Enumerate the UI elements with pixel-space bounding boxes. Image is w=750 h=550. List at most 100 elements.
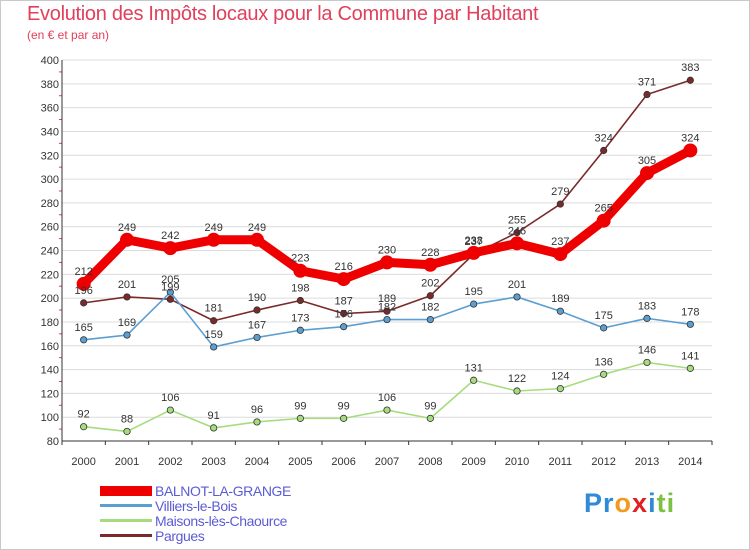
data-label-Maisons-lès-Chaource-2000: 92 [78, 409, 90, 421]
x-tick-label-2008: 2008 [418, 456, 442, 468]
data-label-BALNOT-LA-GRANGE-2004: 249 [248, 222, 266, 234]
data-point-Villiers-le-Bois-2014 [686, 320, 694, 328]
data-label-Pargues-2004: 190 [248, 292, 266, 304]
data-label-Villiers-le-Bois-2000: 165 [74, 322, 92, 334]
data-point-BALNOT-LA-GRANGE-2007 [380, 255, 394, 270]
data-label-Pargues-2009: 237 [464, 236, 482, 248]
data-point-Maisons-lès-Chaource-2004 [253, 418, 261, 426]
x-tick-label-2007: 2007 [375, 456, 399, 468]
data-point-BALNOT-LA-GRANGE-2012 [596, 213, 611, 228]
data-label-BALNOT-LA-GRANGE-2009: 238 [464, 235, 482, 247]
data-label-Maisons-lès-Chaource-2009: 131 [464, 362, 482, 374]
y-tick-label-100: 100 [41, 412, 59, 424]
data-label-Maisons-lès-Chaource-2005: 99 [294, 400, 306, 412]
y-tick-label-80: 80 [47, 436, 59, 448]
data-label-BALNOT-LA-GRANGE-2014: 324 [681, 132, 699, 144]
data-point-Villiers-le-Bois-2003 [210, 343, 218, 351]
data-point-Villiers-le-Bois-2011 [556, 307, 564, 315]
x-tick-label-2009: 2009 [461, 456, 485, 468]
y-tick-label-240: 240 [41, 246, 59, 258]
data-point-Pargues-2000 [80, 299, 88, 307]
data-label-Villiers-le-Bois-2012: 175 [594, 310, 612, 322]
data-point-Maisons-lès-Chaource-2007 [383, 406, 391, 414]
data-label-Villiers-le-Bois-2009: 195 [464, 286, 482, 298]
y-tick-label-200: 200 [41, 293, 59, 305]
data-point-Villiers-le-Bois-2006 [340, 323, 348, 331]
x-tick-label-2004: 2004 [245, 456, 269, 468]
data-point-Maisons-lès-Chaource-2005 [296, 414, 304, 422]
y-tick-label-120: 120 [41, 388, 59, 400]
legend-swatch [100, 504, 152, 507]
y-tick-label-280: 280 [41, 198, 59, 210]
logo-letter: o [614, 488, 633, 518]
x-tick-label-2012: 2012 [591, 456, 615, 468]
data-label-BALNOT-LA-GRANGE-2007: 230 [378, 244, 396, 256]
data-point-Maisons-lès-Chaource-2012 [600, 370, 608, 378]
data-point-Villiers-le-Bois-2007 [383, 315, 391, 324]
y-tick-label-360: 360 [41, 103, 59, 115]
data-point-Pargues-2007 [383, 307, 391, 315]
data-label-BALNOT-LA-GRANGE-2008: 228 [421, 247, 439, 259]
data-label-Maisons-lès-Chaource-2014: 141 [681, 350, 699, 362]
data-point-Villiers-le-Bois-2001 [123, 331, 131, 339]
data-point-Villiers-le-Bois-2010 [513, 293, 521, 301]
x-tick-label-2005: 2005 [288, 456, 312, 468]
data-point-Pargues-2003 [210, 317, 218, 325]
data-label-Maisons-lès-Chaource-2010: 122 [508, 373, 526, 385]
y-tick-label-340: 340 [41, 126, 59, 138]
data-label-Maisons-lès-Chaource-2007: 106 [378, 392, 396, 404]
data-label-Villiers-le-Bois-2010: 201 [508, 279, 526, 291]
data-point-Pargues-2010 [513, 229, 521, 237]
data-point-BALNOT-LA-GRANGE-2014 [683, 143, 698, 158]
x-tick-label-2014: 2014 [678, 456, 702, 468]
data-point-Villiers-le-Bois-2009 [470, 300, 478, 308]
data-label-Pargues-2001: 201 [118, 279, 136, 291]
data-label-Pargues-2007: 189 [378, 293, 396, 305]
data-label-BALNOT-LA-GRANGE-2012: 265 [594, 203, 612, 215]
data-label-Villiers-le-Bois-2007: 182 [378, 302, 396, 314]
y-tick-label-320: 320 [41, 150, 59, 162]
data-label-Pargues-2005: 198 [291, 283, 309, 295]
proxiti-logo: Proxiti [584, 488, 675, 519]
data-label-Pargues-2006: 187 [334, 296, 352, 308]
data-point-Maisons-lès-Chaource-2003 [210, 424, 218, 432]
data-label-Villiers-le-Bois-2008: 182 [421, 302, 439, 314]
data-point-Pargues-2006 [340, 310, 348, 318]
data-point-Maisons-lès-Chaource-2000 [80, 423, 88, 431]
data-label-Pargues-2003: 181 [204, 303, 222, 315]
data-point-Maisons-lès-Chaource-2009 [470, 376, 478, 384]
x-tick-label-2011: 2011 [549, 456, 573, 468]
axes: 80 100 120 140 160 180 200 220 240 260 280 300 320 34… [41, 55, 713, 468]
chart-title: Evolution des Impôts locaux pour la Comm… [27, 3, 539, 25]
data-point-Pargues-2011 [556, 200, 564, 208]
data-point-BALNOT-LA-GRANGE-2004 [250, 232, 264, 247]
data-point-Pargues-2001 [123, 293, 131, 301]
y-tick-label-400: 400 [41, 55, 59, 67]
y-tick-label-180: 180 [41, 317, 59, 329]
legend-swatch [100, 486, 152, 496]
logo-letter: x [632, 488, 649, 518]
series-layer [76, 76, 698, 436]
data-point-Villiers-le-Bois-2000 [80, 336, 88, 344]
data-label-BALNOT-LA-GRANGE-2001: 249 [118, 222, 136, 234]
data-point-Villiers-le-Bois-2005 [296, 326, 304, 334]
data-label-Maisons-lès-Chaource-2011: 124 [551, 371, 569, 383]
data-point-BALNOT-LA-GRANGE-2006 [336, 272, 351, 287]
data-point-Maisons-lès-Chaource-2014 [686, 364, 694, 372]
data-label-Villiers-le-Bois-2002: 205 [161, 274, 179, 286]
y-tick-label-140: 140 [41, 365, 59, 377]
data-label-BALNOT-LA-GRANGE-2006: 216 [334, 261, 352, 273]
data-label-Pargues-2013: 371 [638, 77, 656, 89]
data-label-Villiers-le-Bois-2013: 183 [638, 300, 656, 312]
data-point-Maisons-lès-Chaource-2011 [556, 385, 564, 393]
data-label-BALNOT-LA-GRANGE-2005: 223 [291, 253, 309, 265]
y-tick-label-300: 300 [41, 174, 59, 186]
data-label-Pargues-2010: 255 [508, 215, 526, 227]
x-tick-label-2001: 2001 [115, 456, 139, 468]
data-label-Villiers-le-Bois-2003: 159 [204, 329, 222, 341]
data-point-Maisons-lès-Chaource-2002 [166, 406, 174, 414]
data-point-BALNOT-LA-GRANGE-2011 [553, 247, 568, 262]
y-tick-label-160: 160 [41, 341, 59, 353]
data-point-Maisons-lès-Chaource-2010 [513, 387, 521, 395]
